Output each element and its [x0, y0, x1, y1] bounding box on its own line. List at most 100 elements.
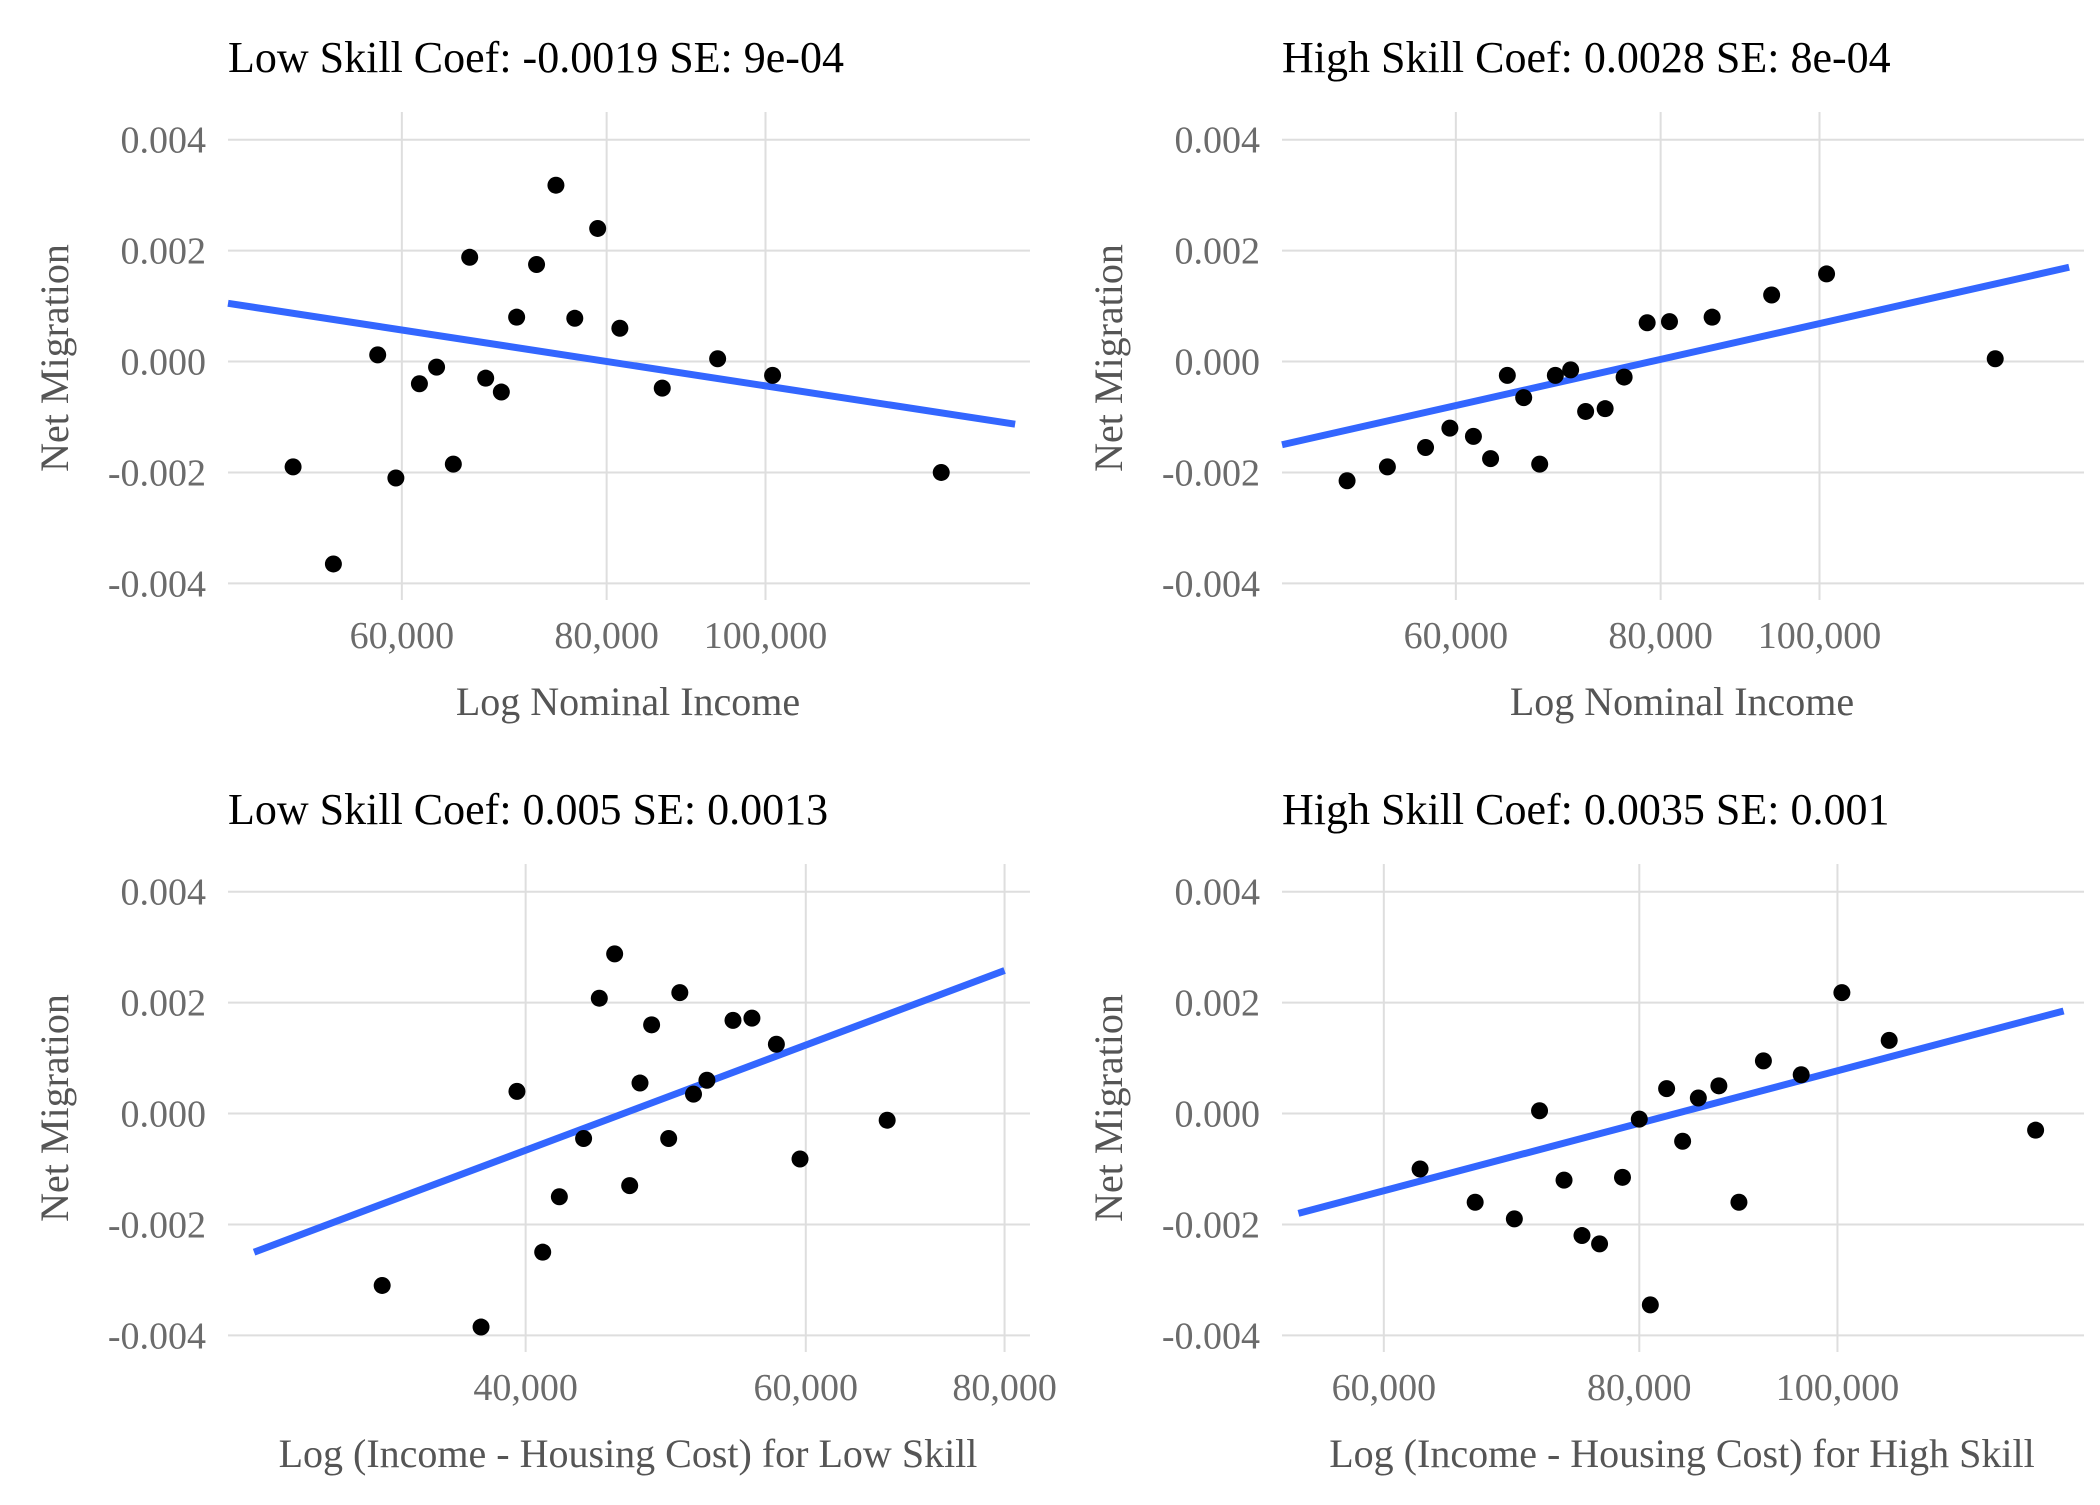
- y-tick-label: -0.002: [1162, 452, 1260, 494]
- data-point: [1674, 1132, 1692, 1150]
- data-point: [1531, 1102, 1549, 1120]
- x-tick-label: 60,000: [1404, 615, 1509, 657]
- fit-line: [1297, 1007, 2065, 1217]
- y-tick-label: 0.000: [1175, 342, 1261, 384]
- x-tick-label: 60,000: [350, 615, 455, 657]
- y-tick-label: -0.004: [1162, 1315, 1260, 1357]
- fit-line: [1281, 263, 2070, 449]
- points: [1411, 984, 2045, 1314]
- grid: [1282, 112, 2084, 600]
- x-tick-label: 100,000: [1758, 615, 1882, 657]
- data-point: [878, 1111, 896, 1129]
- panel-high-skill-nominal: High Skill Coef: 0.0028 SE: 8e-04 Net Mi…: [1086, 33, 2084, 724]
- data-point: [550, 1188, 568, 1206]
- data-point: [1596, 400, 1614, 418]
- data-point: [492, 383, 510, 401]
- data-point: [547, 176, 565, 194]
- points: [373, 945, 896, 1336]
- data-point: [1573, 1227, 1591, 1245]
- data-point: [1710, 1077, 1728, 1095]
- data-point: [685, 1085, 703, 1103]
- y-tick-label: 0.004: [121, 120, 207, 162]
- data-point: [1441, 419, 1459, 437]
- data-point: [660, 1130, 678, 1147]
- x-tick-label: 100,000: [704, 615, 828, 657]
- data-point: [724, 1011, 742, 1029]
- x-tick-label: 80,000: [952, 1367, 1057, 1409]
- data-point: [611, 319, 629, 337]
- data-point: [1531, 455, 1549, 473]
- data-point: [1660, 313, 1678, 331]
- data-point: [764, 366, 782, 384]
- data-point: [324, 555, 342, 573]
- data-point: [1880, 1031, 1898, 1049]
- panel-title: High Skill Coef: 0.0035 SE: 0.001: [1282, 785, 1889, 834]
- y-tick-label: -0.004: [108, 563, 206, 605]
- y-tick-label: 0.000: [121, 1094, 207, 1136]
- data-point: [1498, 366, 1516, 384]
- x-tick-label: 80,000: [1608, 615, 1713, 657]
- data-point: [1754, 1052, 1772, 1070]
- y-tick-label: 0.002: [1175, 983, 1261, 1025]
- data-point: [1591, 1235, 1609, 1253]
- data-point: [508, 1082, 526, 1100]
- data-point: [428, 358, 446, 376]
- data-point: [1464, 427, 1482, 445]
- y-axis-label: Net Migration: [1086, 244, 1131, 472]
- data-point: [1689, 1089, 1707, 1107]
- data-point: [1466, 1193, 1484, 1211]
- data-point: [1658, 1080, 1676, 1098]
- data-point: [743, 1009, 761, 1027]
- x-tick-label: 60,000: [754, 1367, 859, 1409]
- data-point: [590, 989, 608, 1007]
- x-tick-label: 60,000: [1332, 1367, 1437, 1409]
- data-point: [709, 350, 727, 368]
- data-point: [444, 455, 462, 473]
- panel-title: Low Skill Coef: 0.005 SE: 0.0013: [228, 785, 828, 834]
- y-tick-label: 0.002: [121, 983, 207, 1025]
- data-point: [932, 463, 950, 481]
- x-axis-label: Log (Income - Housing Cost) for High Ski…: [1329, 1431, 2035, 1476]
- data-point: [284, 458, 302, 476]
- y-tick-label: 0.000: [121, 342, 207, 384]
- data-point: [698, 1071, 716, 1089]
- x-tick-label: 80,000: [1587, 1367, 1692, 1409]
- data-point: [767, 1035, 785, 1053]
- data-point: [1986, 350, 2004, 368]
- y-tick-label: 0.002: [121, 231, 207, 273]
- y-tick-label: 0.000: [1175, 1094, 1261, 1136]
- x-tick-label: 40,000: [473, 1367, 578, 1409]
- data-point: [1730, 1193, 1748, 1211]
- panel-low-skill-nominal: Low Skill Coef: -0.0019 SE: 9e-04 Net Mi…: [32, 33, 1030, 724]
- data-point: [1792, 1066, 1810, 1084]
- panel-title: High Skill Coef: 0.0028 SE: 8e-04: [1282, 33, 1891, 82]
- data-point: [1417, 439, 1435, 456]
- data-point: [1562, 361, 1580, 379]
- y-tick-label: -0.004: [1162, 563, 1260, 605]
- x-tick-label: 80,000: [554, 615, 659, 657]
- panel-low-skill-net-income: Low Skill Coef: 0.005 SE: 0.0013 Net Mig…: [32, 785, 1057, 1476]
- data-point: [1615, 368, 1633, 386]
- y-tick-label: 0.004: [121, 872, 207, 914]
- data-point: [1641, 1296, 1659, 1314]
- data-point: [566, 309, 584, 327]
- y-axis-label: Net Migration: [1086, 994, 1131, 1222]
- data-point: [1546, 366, 1564, 384]
- fit-line: [252, 967, 1006, 1256]
- points: [1338, 265, 2004, 490]
- data-point: [1555, 1171, 1573, 1189]
- data-point: [2027, 1121, 2045, 1139]
- x-axis-label: Log Nominal Income: [456, 679, 800, 724]
- panel-high-skill-net-income: High Skill Coef: 0.0035 SE: 0.001 Net Mi…: [1086, 785, 2084, 1476]
- points: [284, 176, 950, 573]
- y-tick-label: 0.004: [1175, 872, 1261, 914]
- x-tick-label: 100,000: [1776, 1367, 1900, 1409]
- x-axis-label: Log (Income - Housing Cost) for Low Skil…: [279, 1431, 978, 1476]
- y-axis-label: Net Migration: [32, 994, 77, 1222]
- data-point: [1638, 314, 1656, 332]
- y-tick-label: 0.004: [1175, 120, 1261, 162]
- y-tick-label: 0.002: [1175, 231, 1261, 273]
- data-point: [1505, 1210, 1523, 1228]
- data-point: [1703, 308, 1721, 326]
